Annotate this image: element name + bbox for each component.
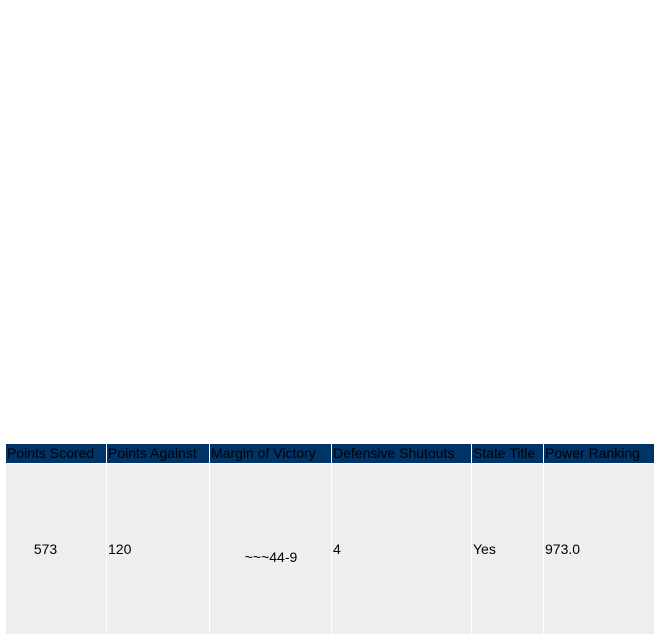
header-cell: State Title [472, 444, 543, 463]
table-cell: 120 [107, 464, 209, 634]
header-cell: Points Scored [6, 444, 106, 463]
header-cell: Points Against [107, 444, 209, 463]
table-cell: ~~~44-9 [210, 464, 331, 634]
table-cell: Yes [472, 464, 543, 634]
header-cell: Defensive Shutouts [332, 444, 471, 463]
table-cell: 973.0 [544, 464, 654, 634]
header-cell: Power Ranking [544, 444, 654, 463]
table-cell: 573 [6, 464, 106, 634]
table-cell: 4 [332, 464, 471, 634]
header-cell: Margin of Victory [210, 444, 331, 463]
